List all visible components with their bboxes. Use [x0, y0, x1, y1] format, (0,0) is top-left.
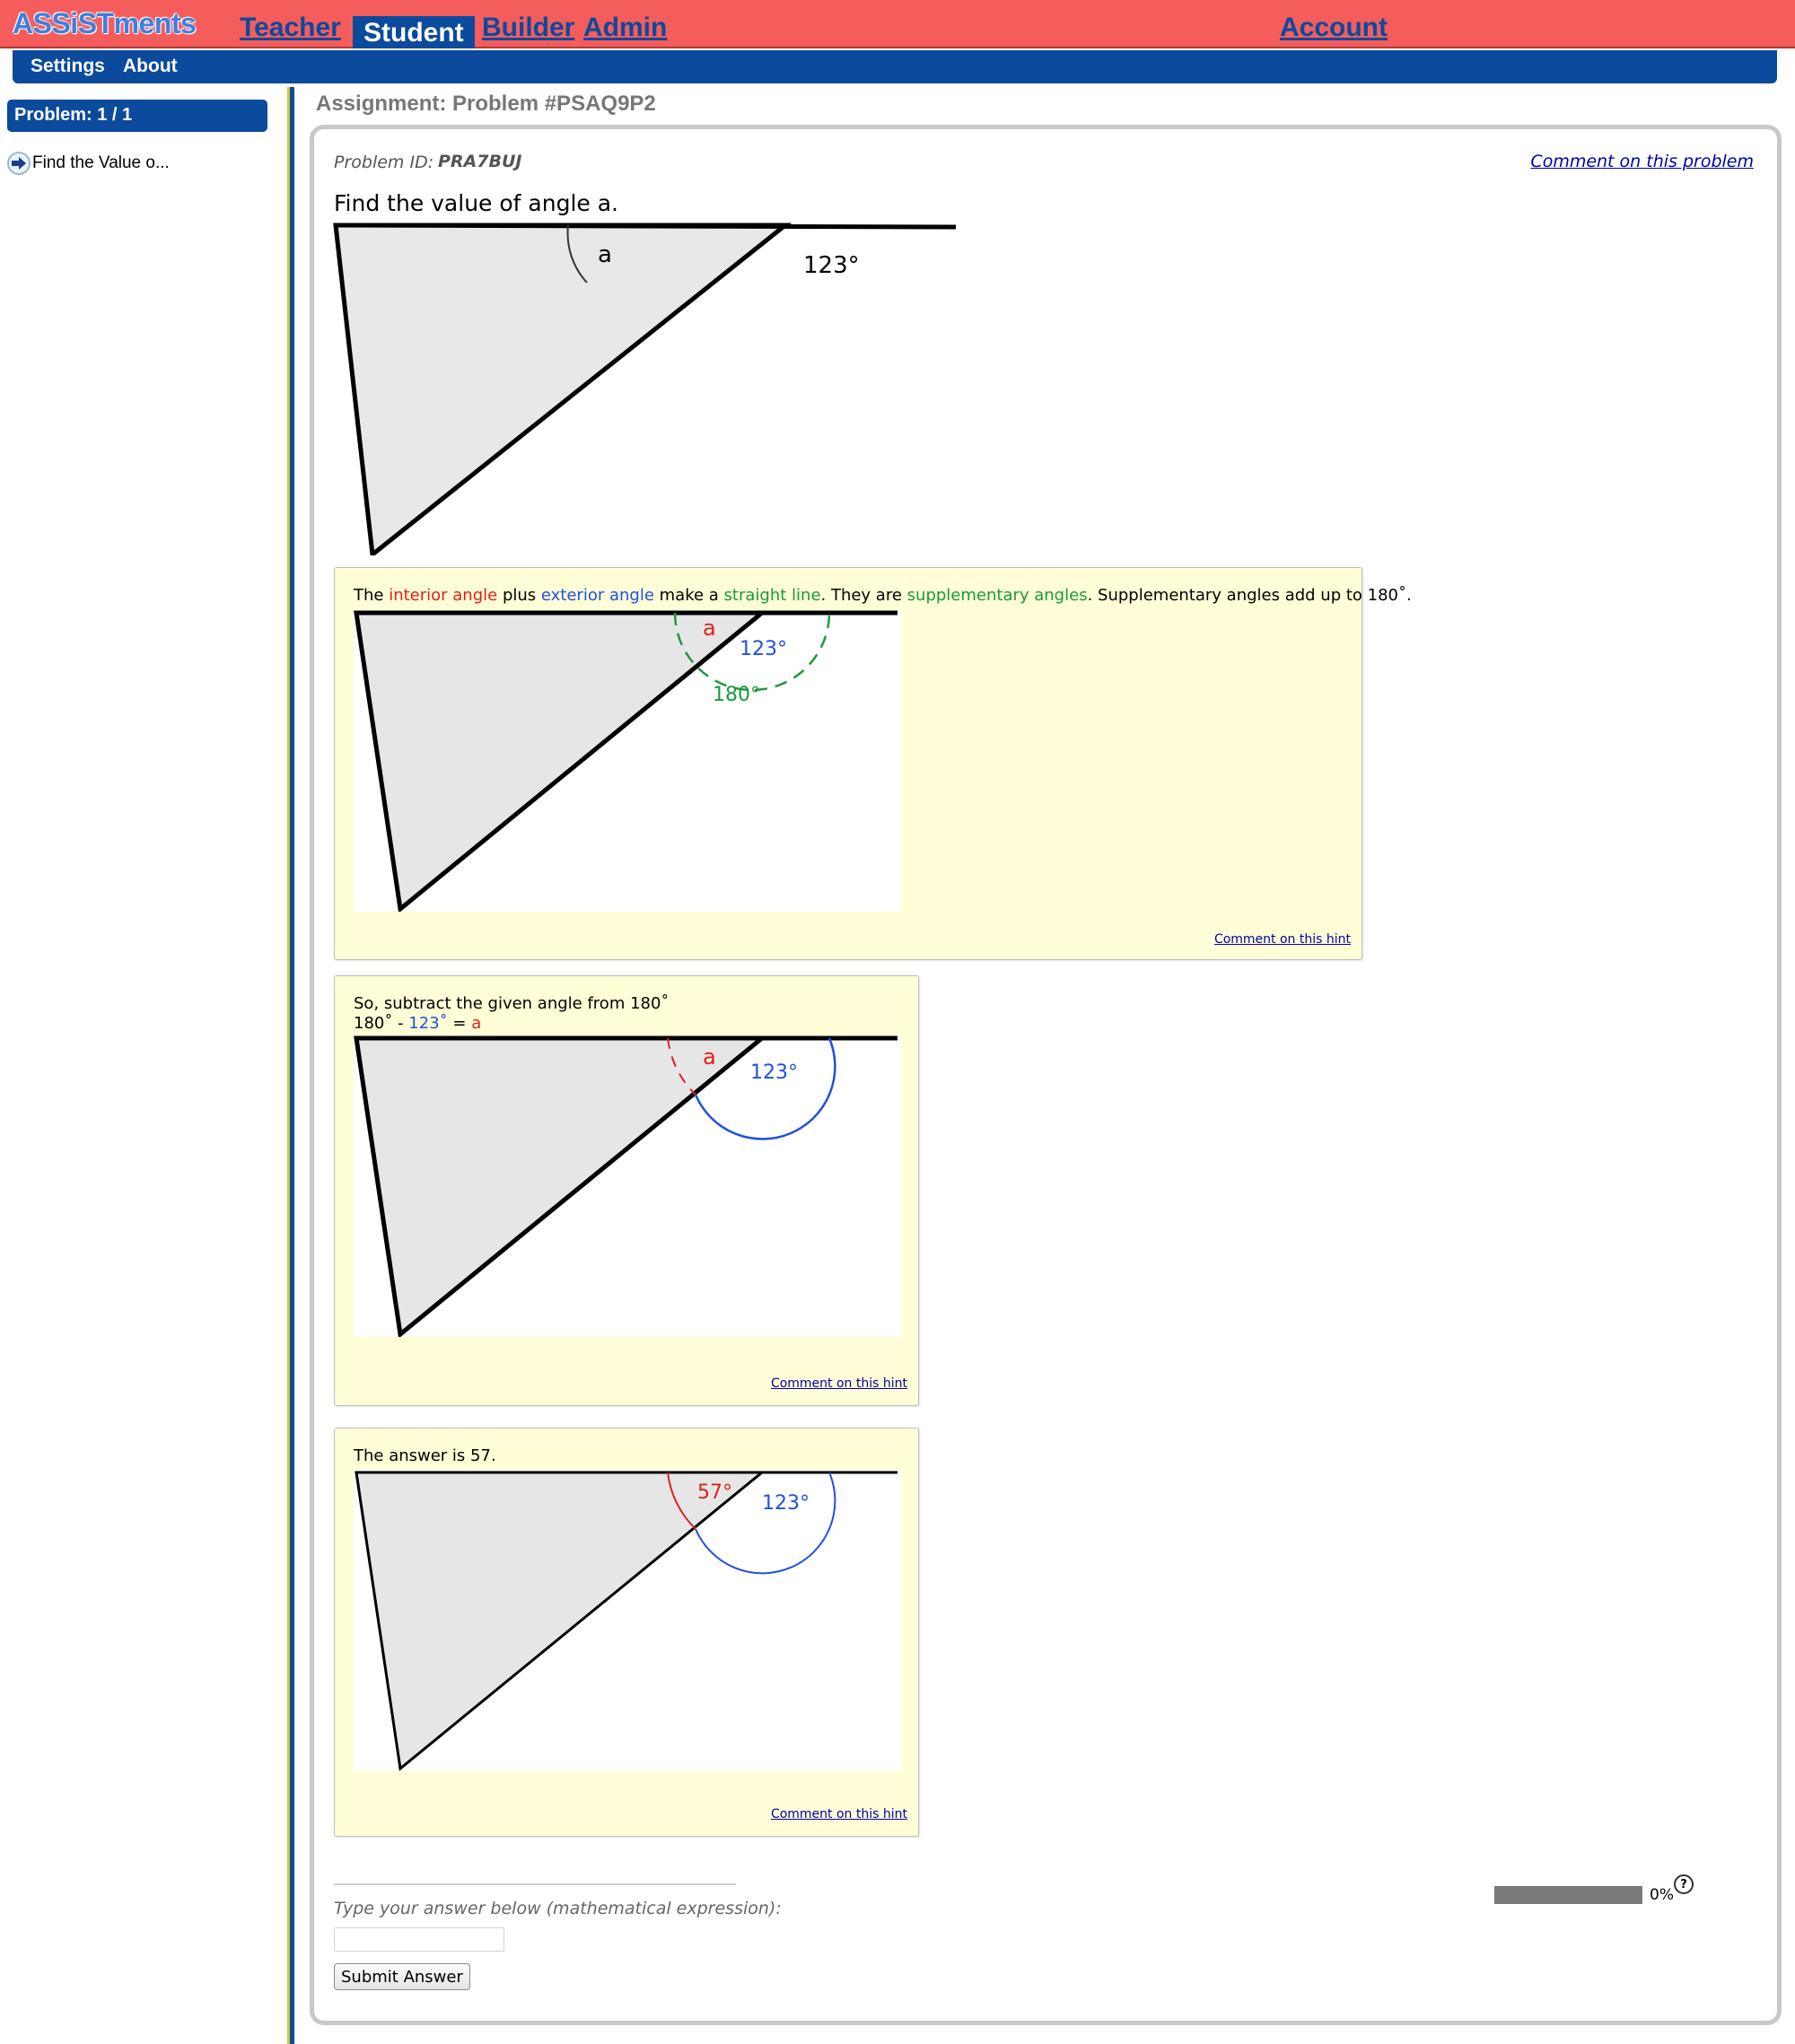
assistments-logo[interactable]: ASSiSTments	[13, 7, 197, 39]
question-text: Find the value of angle a.	[334, 190, 618, 216]
hint-1-seg: plus	[497, 586, 541, 605]
vertical-divider	[287, 87, 294, 2044]
sidebar-problem-label: Find the Value o...	[32, 153, 170, 172]
hint-2-a-label: a	[703, 1044, 716, 1070]
hint-1-text: The interior angle plus exterior angle m…	[354, 586, 1412, 606]
hint-2-figure: a 123°	[354, 1035, 901, 1337]
hint-3-figure: 57° 123°	[354, 1470, 901, 1771]
problem-figure: a 123°	[333, 223, 957, 555]
hint-2-comment-link[interactable]: Comment on this hint	[770, 1376, 907, 1391]
hint-3: The answer is 57. 57° 123° Comment on th…	[334, 1428, 919, 1837]
top-nav-bar: ASSiSTments Teacher Student Builder Admi…	[0, 0, 1795, 48]
hint-2-unknown: a	[471, 1014, 482, 1033]
problem-counter: Problem: 1 / 1	[7, 100, 267, 132]
answer-divider	[334, 1883, 736, 1885]
hint-1-supplementary-term: supplementary angles	[906, 586, 1088, 605]
hint-2-seg: 180˚ -	[354, 1014, 409, 1033]
help-icon[interactable]: ?	[1674, 1874, 1694, 1894]
hint-2-line-1: So, subtract the given angle from 180˚	[354, 994, 670, 1013]
nav-builder[interactable]: Builder	[482, 13, 575, 42]
hint-1-seg: make a	[653, 586, 724, 605]
nav-settings[interactable]: Settings	[31, 56, 105, 76]
nav-student[interactable]: Student	[353, 16, 475, 48]
sub-nav-bar: Settings About	[13, 50, 1777, 83]
nav-account[interactable]: Account	[1280, 13, 1388, 42]
hint-1-interior-term: interior angle	[389, 586, 498, 605]
problem-panel: Problem ID: PRA7BUJ Comment on this prob…	[310, 125, 1782, 2025]
nav-admin[interactable]: Admin	[583, 13, 668, 42]
nav-teacher[interactable]: Teacher	[240, 13, 341, 42]
problem-id-value: PRA7BUJ	[438, 152, 522, 171]
arrow-right-icon	[7, 152, 31, 175]
assignment-title: Assignment: Problem #PSAQ9P2	[316, 92, 656, 116]
exterior-angle-label: 123°	[803, 252, 860, 279]
hint-1-seg: The	[354, 586, 390, 605]
hint-2-ext-label: 123°	[750, 1061, 798, 1084]
hint-1-a-label: a	[703, 616, 716, 641]
hint-1-ext-label: 123°	[740, 638, 787, 660]
sidebar-problem-link[interactable]: Find the Value o...	[7, 150, 170, 177]
problem-id-label: Problem ID:	[334, 153, 434, 172]
nav-about[interactable]: About	[123, 56, 178, 76]
progress-bar	[1494, 1886, 1642, 1904]
answer-input[interactable]	[334, 1927, 504, 1952]
comment-on-problem-link[interactable]: Comment on this problem	[1530, 152, 1754, 171]
hint-1-comment-link[interactable]: Comment on this hint	[1213, 932, 1351, 947]
answer-prompt: Type your answer below (mathematical exp…	[334, 1899, 782, 1918]
hint-2-given-angle: 123˚	[408, 1014, 448, 1033]
submit-answer-button[interactable]: Submit Answer	[334, 1963, 470, 1990]
hint-2-seg: =	[447, 1014, 472, 1033]
hint-1-seg: . Supplementary angles add up to 180˚.	[1087, 586, 1412, 605]
hint-1-straight-label: 180°	[713, 684, 760, 706]
hint-3-ext-label: 123°	[762, 1492, 810, 1515]
hint-1-exterior-term: exterior angle	[540, 586, 654, 605]
angle-a-label: a	[598, 241, 612, 268]
hint-3-interior-label: 57°	[697, 1481, 732, 1504]
hint-2: So, subtract the given angle from 180˚ 1…	[334, 975, 919, 1406]
hint-3-text: The answer is 57.	[354, 1446, 496, 1465]
hint-1-figure: a 123° 180°	[354, 610, 901, 912]
hint-2-line-2: 180˚ - 123˚ = a	[354, 1014, 481, 1034]
progress-label: 0%	[1650, 1886, 1674, 1904]
hint-1-seg: . They are	[820, 586, 907, 605]
hint-1-straight-term: straight line	[723, 586, 821, 605]
hint-1: The interior angle plus exterior angle m…	[334, 567, 1412, 960]
hint-3-comment-link[interactable]: Comment on this hint	[770, 1807, 907, 1821]
